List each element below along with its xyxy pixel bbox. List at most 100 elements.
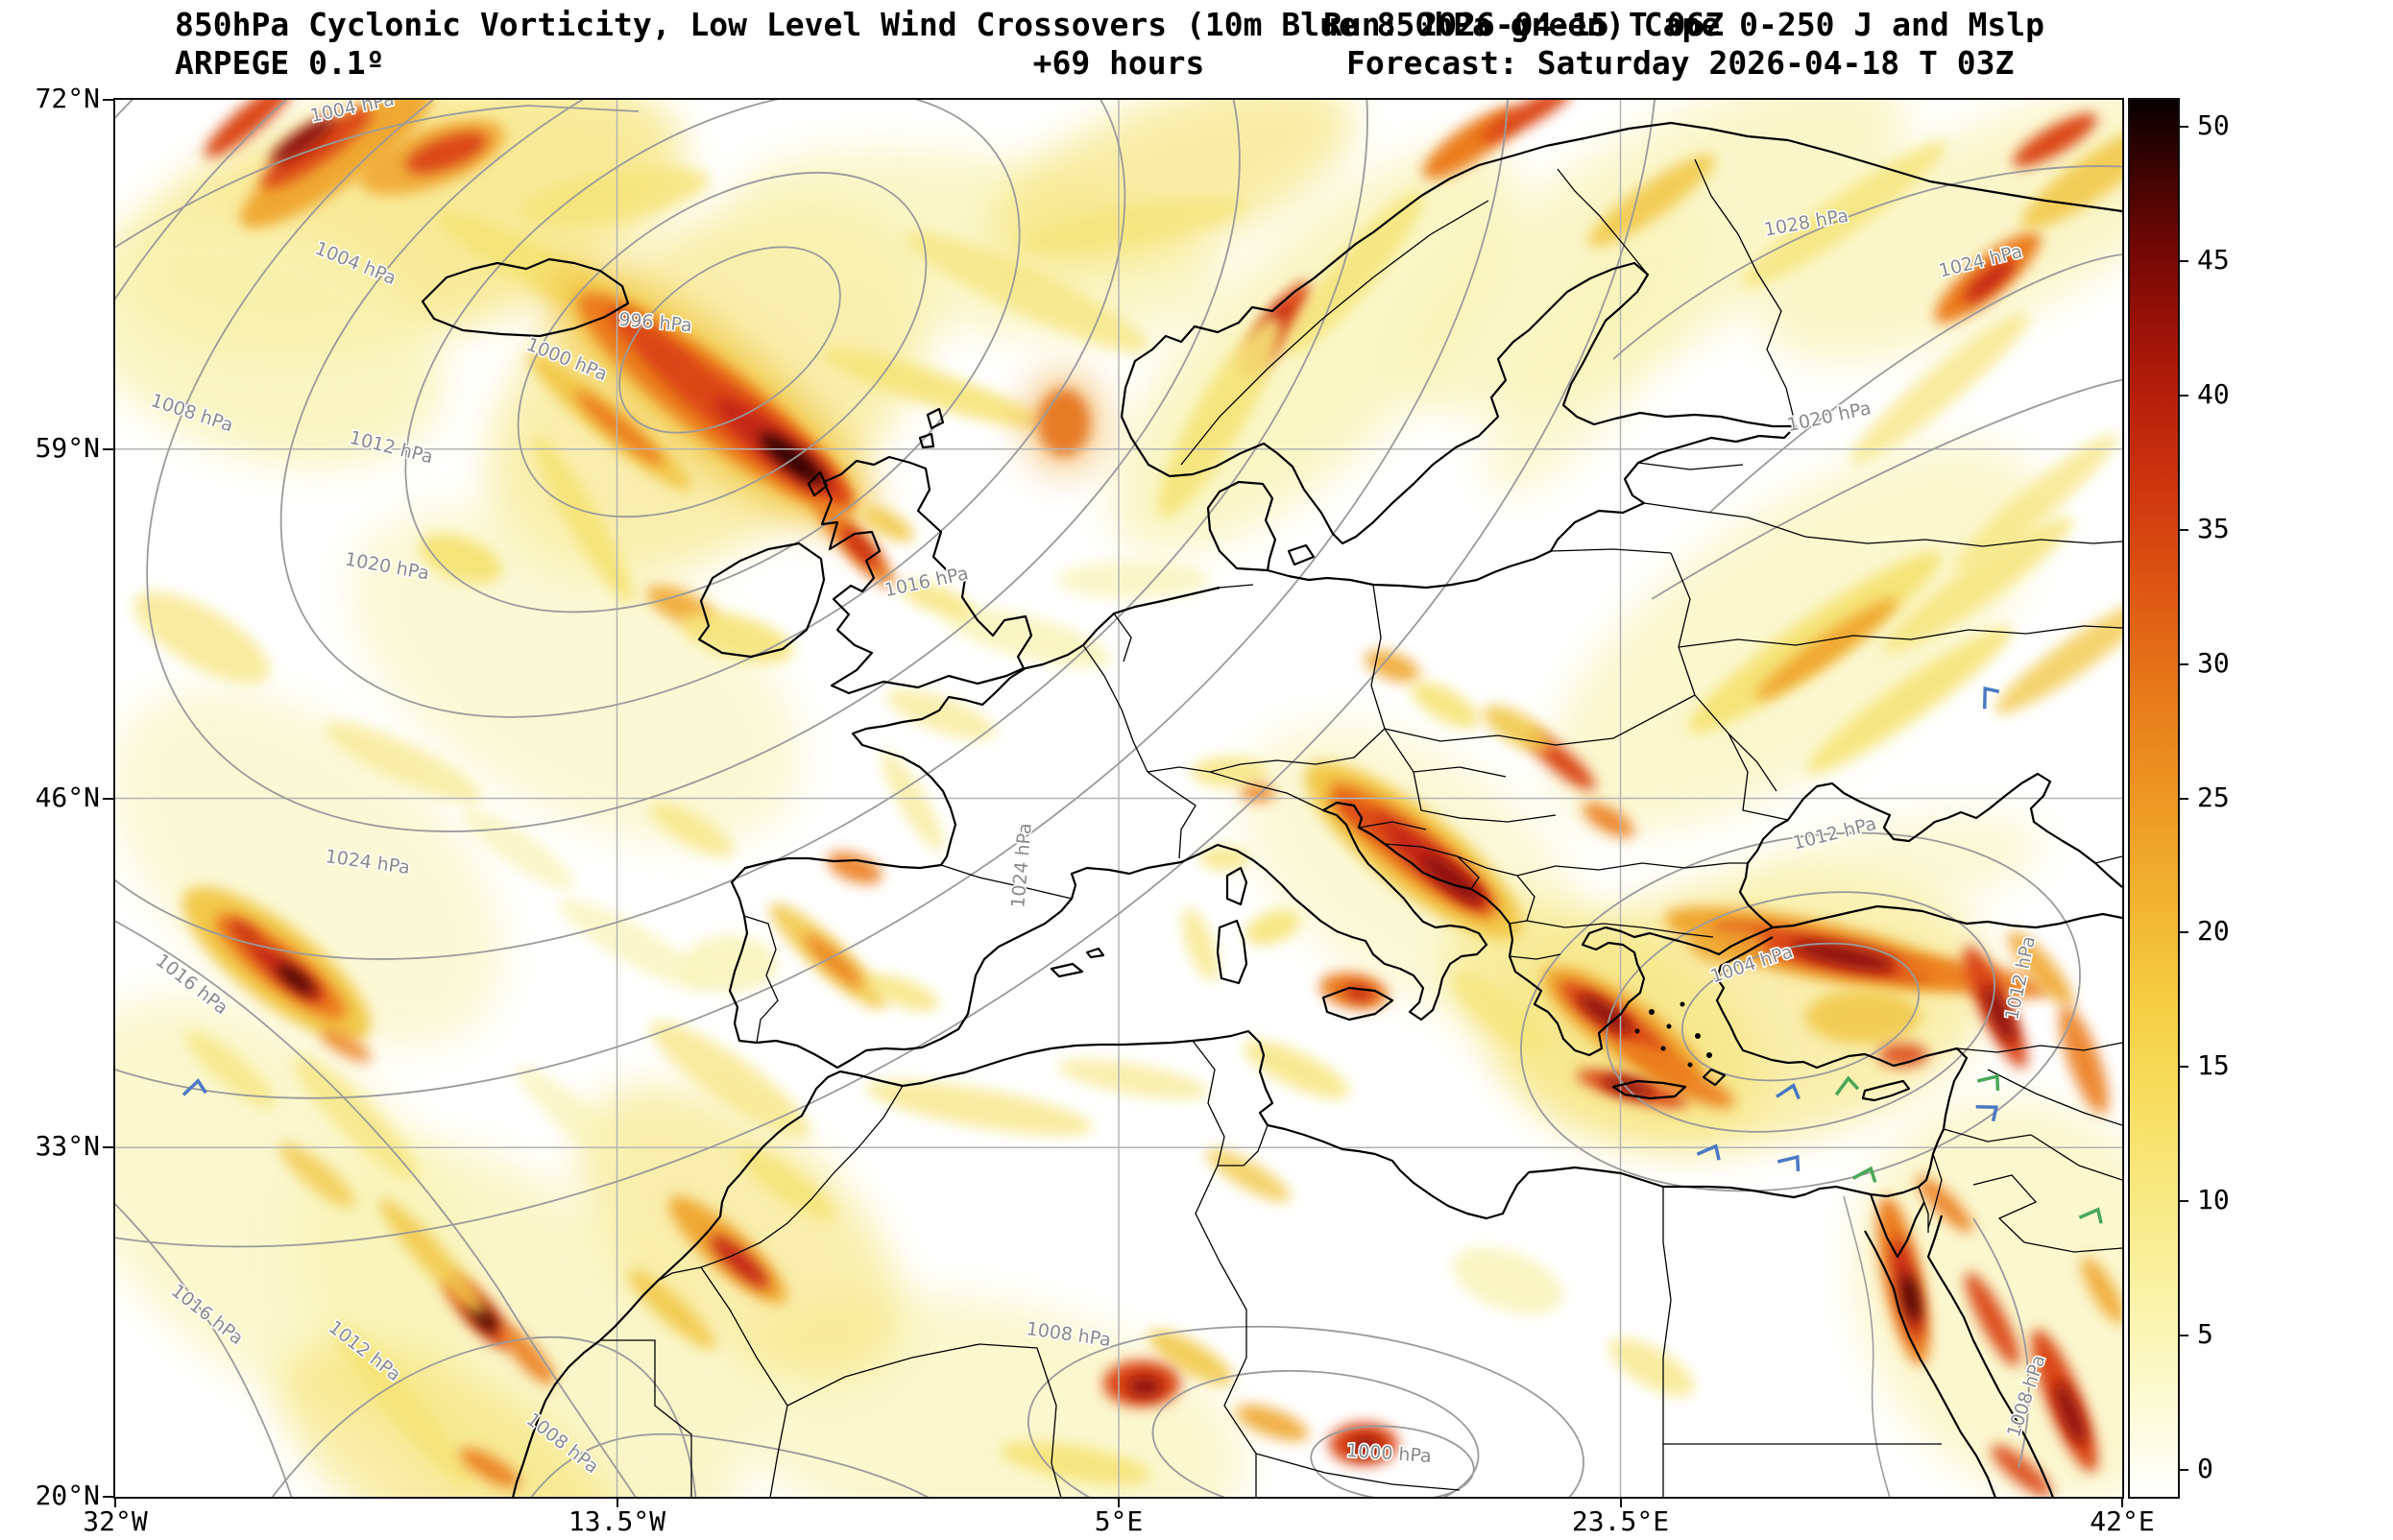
lon-axis-tick	[1118, 1497, 1120, 1507]
wind-barbs	[181, 686, 2103, 1224]
lead-time-label: +69 hours	[1032, 44, 1205, 82]
coast-red-sea-east	[1926, 1215, 2054, 1497]
vorticity-blob	[459, 1448, 520, 1488]
lon-tick-label: 5°E	[1094, 1505, 1144, 1537]
vorticity-blob	[1754, 598, 1898, 700]
vorticity-blob	[827, 852, 882, 884]
vorticity-blob	[2059, 1005, 2109, 1115]
vorticity-blob	[1484, 204, 1704, 495]
lat-axis-tick	[103, 99, 113, 101]
vorticity-blob	[133, 591, 270, 684]
colorbar-tick	[2180, 528, 2188, 531]
vorticity-blob	[1199, 847, 1249, 870]
lon-tick-label: 32°W	[83, 1505, 148, 1537]
vorticity-blob	[1878, 1044, 1928, 1067]
coast-sardinia	[1216, 919, 1248, 985]
colorbar-tick-label: 50	[2197, 108, 2230, 141]
colorbar-tick	[2180, 662, 2188, 665]
vorticity-blob	[1578, 994, 1633, 1034]
lat-tick-label: 20°N	[35, 1480, 100, 1511]
coast-cyprus	[1861, 1079, 1911, 1102]
lat-tick-label: 72°N	[35, 83, 100, 114]
vorticity-blob	[1019, 197, 1247, 253]
colorbar-tick	[2180, 1335, 2188, 1337]
wind-barb-icon	[1834, 1075, 1860, 1096]
vorticity-blob	[1335, 795, 1392, 841]
nile-river	[1843, 1195, 1891, 1497]
colorbar	[2128, 98, 2180, 1499]
vorticity-blob	[804, 934, 863, 988]
vorticity-blob	[1916, 1175, 1973, 1233]
lon-axis-tick	[1619, 1497, 1622, 1507]
vorticity-blob	[1056, 561, 1210, 599]
lat-axis-tick	[103, 1496, 113, 1498]
vorticity-blob	[649, 1021, 810, 1138]
colorbar-tick	[2180, 1200, 2188, 1203]
colorbar-tick	[2180, 1469, 2188, 1472]
model-label: ARPEGE 0.1º	[175, 44, 385, 82]
vorticity-blob	[1991, 1444, 2052, 1497]
country-borders	[600, 158, 2122, 1497]
aegean-islands	[1634, 1001, 1712, 1068]
wind-barb-icon	[2078, 1207, 2103, 1224]
isobar-label: 1024 hPa	[1007, 822, 1036, 908]
coast-corsica	[1225, 866, 1248, 906]
vorticity-blob	[405, 132, 488, 174]
wind-barb-icon	[1777, 1154, 1801, 1171]
vorticity-blob	[1057, 1058, 1209, 1100]
coast-scandinavia	[1120, 121, 2122, 477]
colorbar-tick-label: 0	[2197, 1453, 2213, 1485]
vorticity-blob	[1244, 1040, 1349, 1099]
vorticity-blob	[1953, 433, 2118, 573]
vorticity-blob	[648, 802, 735, 857]
vorticity-blob	[270, 116, 335, 164]
coast-iceland	[421, 257, 630, 338]
coast-red-sea-west	[1864, 1230, 1996, 1497]
lon-axis-tick	[114, 1497, 116, 1507]
vorticity-blob	[606, 307, 700, 382]
vorticity-blob	[1480, 100, 1574, 143]
colorbar-tick-label: 35	[2197, 512, 2230, 544]
vorticity-blob	[881, 750, 944, 852]
vorticity-blob	[710, 1235, 769, 1288]
vorticity-blob	[905, 230, 1150, 353]
vorticity-blob	[1805, 626, 2013, 774]
vorticity-blob	[277, 964, 315, 995]
forecast-label: Forecast: Saturday 2026-04-18 T 03Z	[1346, 44, 2015, 82]
colorbar-tick-label: 30	[2197, 646, 2230, 679]
lon-tick-label: 13.5°W	[568, 1505, 666, 1537]
vorticity-blob	[1024, 373, 1104, 472]
lat-axis-tick	[103, 447, 113, 450]
lat-tick-label: 46°N	[35, 781, 100, 813]
vorticity-blob	[862, 506, 914, 542]
vorticity-blob	[574, 390, 665, 467]
vorticity-blob	[1365, 650, 1420, 683]
graticule	[115, 100, 2122, 1497]
vorticity-layer	[115, 100, 2122, 1497]
vorticity-blob	[1883, 517, 2073, 653]
coast-mainland-west-med	[728, 586, 1774, 1070]
vorticity-blob	[1994, 599, 2122, 714]
vorticity-blob	[1690, 926, 1767, 964]
wind-barb-icon	[1982, 686, 2000, 710]
lat-axis-tick	[103, 797, 113, 800]
lat-axis-tick	[103, 1146, 113, 1149]
colorbar-tick	[2180, 259, 2188, 262]
vorticity-blob	[1902, 1273, 1920, 1323]
vorticity-blob	[229, 920, 261, 947]
vorticity-blob	[516, 1066, 637, 1169]
vorticity-blob	[2013, 113, 2097, 167]
colorbar-tick	[2180, 125, 2188, 128]
vorticity-blob	[2055, 1381, 2086, 1446]
vorticity-blob	[1608, 1337, 1695, 1397]
vorticity-blob	[320, 1028, 372, 1063]
vorticity-blob	[534, 437, 634, 604]
wind-barb-icon	[181, 1078, 207, 1096]
vorticity-blob	[2081, 1256, 2122, 1325]
lat-tick-label: 33°N	[35, 1130, 100, 1163]
vorticity-blob	[2008, 930, 2073, 1007]
vorticity-blob	[886, 688, 996, 740]
vorticity-blob	[1245, 909, 1300, 946]
run-label: Run: 2026-04-15 T 06Z	[1323, 6, 1725, 43]
